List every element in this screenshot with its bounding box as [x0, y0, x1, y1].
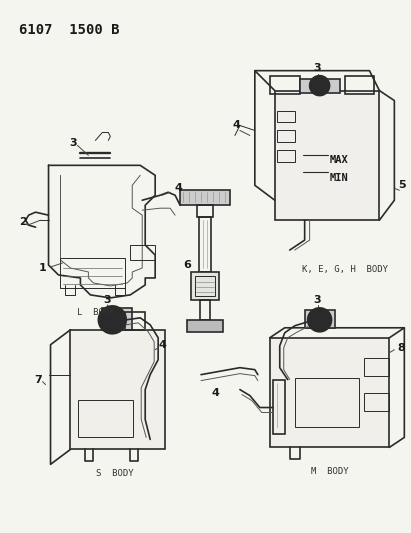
Bar [270, 338, 389, 447]
Text: 8: 8 [397, 343, 405, 353]
Text: 2: 2 [19, 217, 26, 227]
Text: 5: 5 [399, 180, 406, 190]
Bar [70, 330, 165, 449]
Text: M  BODY: M BODY [311, 467, 349, 477]
Text: 7: 7 [35, 375, 42, 385]
Bar [275, 91, 379, 220]
Bar [273, 379, 285, 434]
Text: 3: 3 [314, 295, 321, 305]
Bar [277, 150, 295, 163]
Bar [305, 310, 335, 328]
Text: 4: 4 [233, 120, 241, 131]
Text: 3: 3 [104, 295, 111, 305]
Bar [365, 358, 389, 376]
Bar [180, 190, 230, 205]
Bar [277, 131, 295, 142]
Bar [187, 320, 223, 332]
Bar [270, 76, 300, 94]
Circle shape [309, 76, 330, 95]
Bar [344, 76, 374, 94]
Text: MAX: MAX [330, 156, 349, 165]
Circle shape [98, 306, 126, 334]
Bar [130, 245, 155, 260]
Bar [102, 308, 132, 330]
Bar [277, 110, 295, 123]
Circle shape [308, 308, 332, 332]
Text: L  BODY: L BODY [76, 308, 114, 317]
Bar [191, 272, 219, 300]
Text: K, E, G, H  BODY: K, E, G, H BODY [302, 265, 388, 274]
Bar [79, 400, 133, 438]
Text: 3: 3 [69, 139, 77, 148]
Text: 6107  1500 B: 6107 1500 B [18, 23, 119, 37]
Bar [300, 79, 339, 93]
Bar [365, 393, 389, 410]
Text: S  BODY: S BODY [97, 470, 134, 478]
Text: 6: 6 [183, 260, 191, 270]
Text: MIN: MIN [330, 173, 349, 183]
Bar [125, 312, 145, 330]
Text: 4: 4 [158, 340, 166, 350]
Bar [60, 258, 125, 288]
Text: 4: 4 [211, 387, 219, 398]
Bar [197, 205, 213, 217]
Bar [199, 217, 211, 272]
Bar [195, 276, 215, 296]
Text: 3: 3 [314, 63, 321, 72]
Text: 4: 4 [174, 183, 182, 193]
Bar [295, 377, 360, 427]
Bar [200, 300, 210, 320]
Text: 1: 1 [39, 263, 46, 273]
